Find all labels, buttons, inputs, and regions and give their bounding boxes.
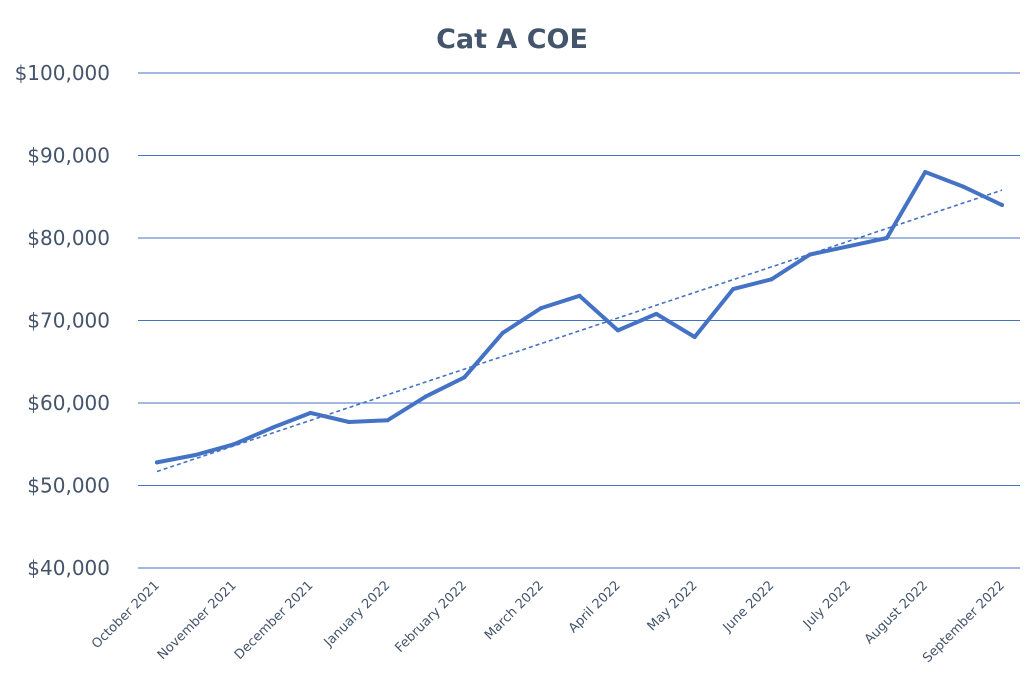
data-point bbox=[615, 328, 620, 333]
data-point bbox=[462, 375, 467, 380]
x-tick-label: April 2022 bbox=[566, 578, 624, 636]
x-tick-label: March 2022 bbox=[482, 578, 547, 643]
data-point bbox=[155, 460, 159, 465]
x-tick-label: December 2021 bbox=[232, 578, 317, 663]
y-tick-label: $70,000 bbox=[27, 309, 110, 333]
data-point bbox=[692, 335, 697, 339]
x-tick-label: November 2021 bbox=[155, 578, 240, 663]
data-point bbox=[807, 252, 812, 257]
chart-title: Cat A COE bbox=[436, 24, 588, 55]
data-point bbox=[769, 277, 774, 282]
trendline bbox=[156, 189, 1003, 473]
data-point bbox=[270, 425, 275, 430]
data-point bbox=[654, 311, 659, 316]
data-point bbox=[846, 244, 851, 249]
data-point bbox=[731, 287, 736, 292]
trendline-layer bbox=[156, 189, 1003, 473]
x-tick-label: January 2022 bbox=[321, 578, 393, 650]
x-tick-label: May 2022 bbox=[645, 578, 701, 634]
data-point bbox=[193, 452, 198, 457]
y-axis-tick-labels: $40,000 $50,000 $60,000 $70,000 $80,000 $90,0… bbox=[15, 61, 110, 580]
data-point bbox=[539, 306, 544, 311]
y-tick-label: $90,000 bbox=[27, 144, 110, 168]
x-tick-label: July 2022 bbox=[800, 578, 854, 632]
data-point bbox=[577, 293, 582, 298]
data-point bbox=[1000, 203, 1004, 207]
data-point bbox=[308, 410, 313, 415]
x-tick-label: June 2022 bbox=[720, 578, 778, 636]
x-tick-label: October 2021 bbox=[89, 578, 163, 652]
data-point bbox=[385, 418, 390, 423]
data-point bbox=[884, 236, 889, 240]
y-tick-label: $60,000 bbox=[27, 391, 110, 415]
series-layer bbox=[155, 170, 1004, 465]
data-point bbox=[923, 170, 928, 174]
data-point bbox=[231, 442, 236, 447]
y-tick-label: $40,000 bbox=[27, 556, 110, 580]
data-point bbox=[423, 394, 428, 399]
data-point bbox=[347, 419, 352, 424]
x-tick-label: September 2022 bbox=[920, 578, 1008, 666]
y-tick-label: $50,000 bbox=[27, 474, 110, 498]
x-tick-label: February 2022 bbox=[392, 578, 470, 656]
series-line bbox=[155, 170, 1004, 465]
x-tick-label: August 2022 bbox=[862, 578, 931, 647]
y-tick-label: $80,000 bbox=[27, 226, 110, 250]
y-tick-label: $100,000 bbox=[15, 61, 110, 85]
data-point bbox=[500, 330, 505, 335]
gridlines bbox=[138, 72, 1020, 569]
data-point bbox=[961, 184, 966, 189]
